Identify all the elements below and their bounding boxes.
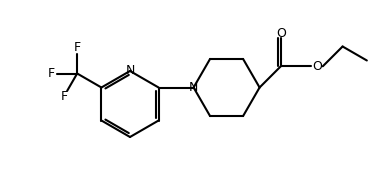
Text: O: O <box>312 60 322 73</box>
Text: F: F <box>61 89 68 102</box>
Text: N: N <box>125 64 135 77</box>
Text: N: N <box>189 81 198 94</box>
Text: O: O <box>276 27 286 40</box>
Text: F: F <box>47 67 55 80</box>
Text: F: F <box>74 41 81 54</box>
